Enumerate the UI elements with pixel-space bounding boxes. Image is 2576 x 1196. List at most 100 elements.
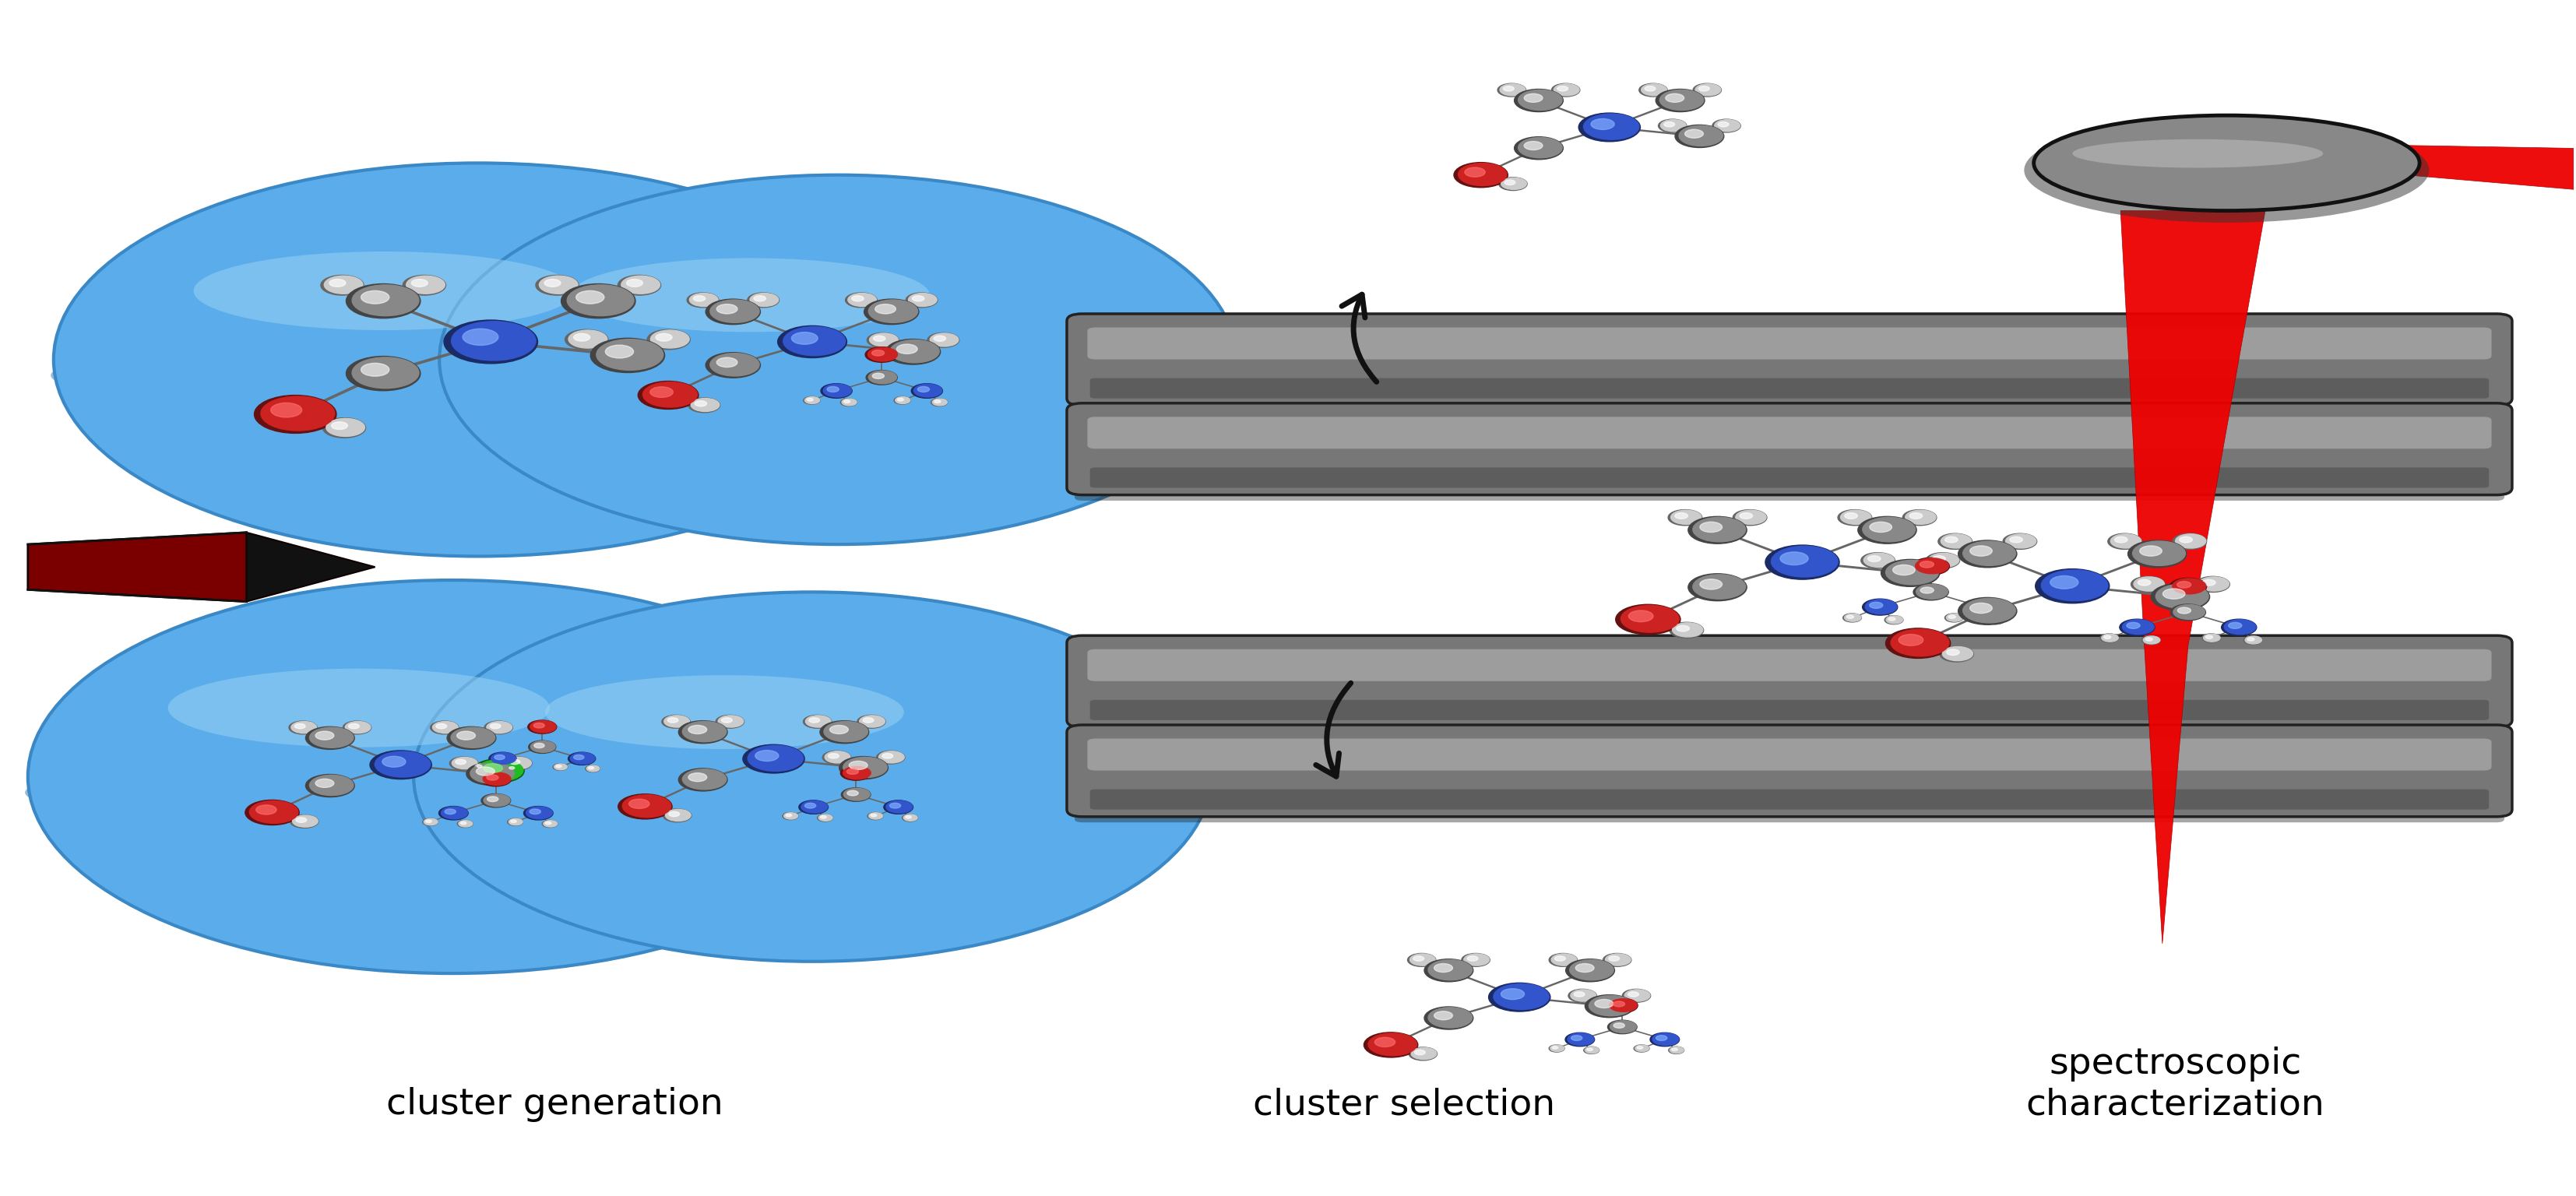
Circle shape (868, 300, 917, 323)
Circle shape (1553, 84, 1579, 96)
Circle shape (809, 718, 819, 722)
Circle shape (371, 751, 433, 779)
Circle shape (474, 759, 523, 782)
Circle shape (482, 794, 510, 807)
Circle shape (2146, 637, 2154, 641)
Polygon shape (28, 532, 247, 602)
Circle shape (1904, 509, 1937, 525)
Circle shape (1623, 989, 1651, 1002)
Circle shape (845, 399, 850, 403)
Circle shape (1886, 628, 1950, 658)
Circle shape (688, 293, 719, 307)
Circle shape (1772, 547, 1837, 576)
Circle shape (2174, 533, 2205, 548)
Circle shape (842, 767, 871, 780)
Circle shape (327, 419, 366, 437)
Circle shape (1968, 599, 1999, 614)
Circle shape (868, 332, 899, 348)
Circle shape (1566, 959, 1615, 982)
Circle shape (670, 812, 680, 817)
Circle shape (1636, 1045, 1649, 1051)
Circle shape (873, 373, 884, 379)
Circle shape (1927, 553, 1960, 568)
Circle shape (1919, 561, 1935, 568)
Circle shape (541, 820, 556, 828)
Circle shape (747, 745, 804, 771)
Circle shape (1971, 603, 1991, 614)
Ellipse shape (2025, 117, 2429, 222)
Circle shape (930, 398, 948, 407)
FancyBboxPatch shape (1066, 403, 2512, 495)
Circle shape (848, 293, 876, 306)
Circle shape (1963, 541, 2014, 566)
Circle shape (544, 820, 556, 826)
Circle shape (1656, 90, 1705, 111)
Circle shape (1515, 90, 1564, 111)
Circle shape (492, 752, 515, 764)
Circle shape (845, 788, 871, 800)
Circle shape (1558, 86, 1569, 91)
Circle shape (1525, 141, 1543, 150)
Circle shape (871, 350, 884, 356)
Circle shape (507, 765, 520, 771)
Circle shape (28, 580, 876, 974)
Circle shape (332, 422, 348, 429)
FancyBboxPatch shape (1066, 313, 2512, 405)
Circle shape (1687, 517, 1747, 544)
Circle shape (912, 384, 943, 398)
Circle shape (1947, 614, 1963, 622)
Ellipse shape (2071, 139, 2324, 167)
Circle shape (649, 386, 672, 397)
Circle shape (1548, 953, 1577, 966)
Circle shape (2202, 634, 2221, 642)
Circle shape (750, 293, 778, 306)
Circle shape (2110, 533, 2141, 548)
Circle shape (461, 822, 466, 824)
Circle shape (1919, 587, 1935, 593)
Circle shape (2246, 636, 2262, 643)
Circle shape (1517, 138, 1561, 158)
Circle shape (1713, 120, 1741, 133)
Ellipse shape (52, 338, 920, 413)
Circle shape (1571, 989, 1597, 1001)
Circle shape (1613, 1001, 1625, 1007)
Circle shape (755, 750, 778, 761)
FancyBboxPatch shape (1074, 392, 2504, 411)
Circle shape (2221, 620, 2257, 635)
Circle shape (1458, 163, 1507, 185)
Text: cluster generation: cluster generation (386, 1087, 724, 1122)
FancyBboxPatch shape (1074, 804, 2504, 823)
Circle shape (1504, 86, 1515, 91)
Circle shape (270, 403, 301, 417)
Circle shape (2040, 570, 2107, 600)
Circle shape (1577, 964, 1595, 972)
Circle shape (1669, 1046, 1685, 1054)
Circle shape (546, 822, 551, 824)
Polygon shape (247, 532, 376, 602)
Circle shape (881, 753, 894, 758)
Circle shape (1517, 90, 1561, 110)
Circle shape (1412, 1048, 1437, 1060)
Circle shape (294, 724, 307, 728)
Circle shape (2138, 580, 2151, 586)
Circle shape (477, 765, 482, 768)
Circle shape (2177, 608, 2192, 614)
Circle shape (2004, 533, 2038, 549)
Circle shape (1662, 120, 1687, 132)
Polygon shape (2324, 144, 2576, 191)
Circle shape (2133, 576, 2164, 591)
Circle shape (829, 753, 840, 758)
Circle shape (804, 803, 817, 808)
Circle shape (801, 801, 827, 813)
Circle shape (667, 718, 677, 722)
Circle shape (1409, 954, 1435, 965)
Circle shape (778, 325, 848, 358)
Circle shape (489, 724, 500, 728)
Circle shape (1991, 617, 1996, 621)
Circle shape (2099, 634, 2117, 642)
Circle shape (904, 816, 912, 818)
Circle shape (440, 807, 469, 819)
Circle shape (314, 779, 335, 787)
Circle shape (2050, 575, 2079, 588)
Circle shape (886, 340, 940, 365)
